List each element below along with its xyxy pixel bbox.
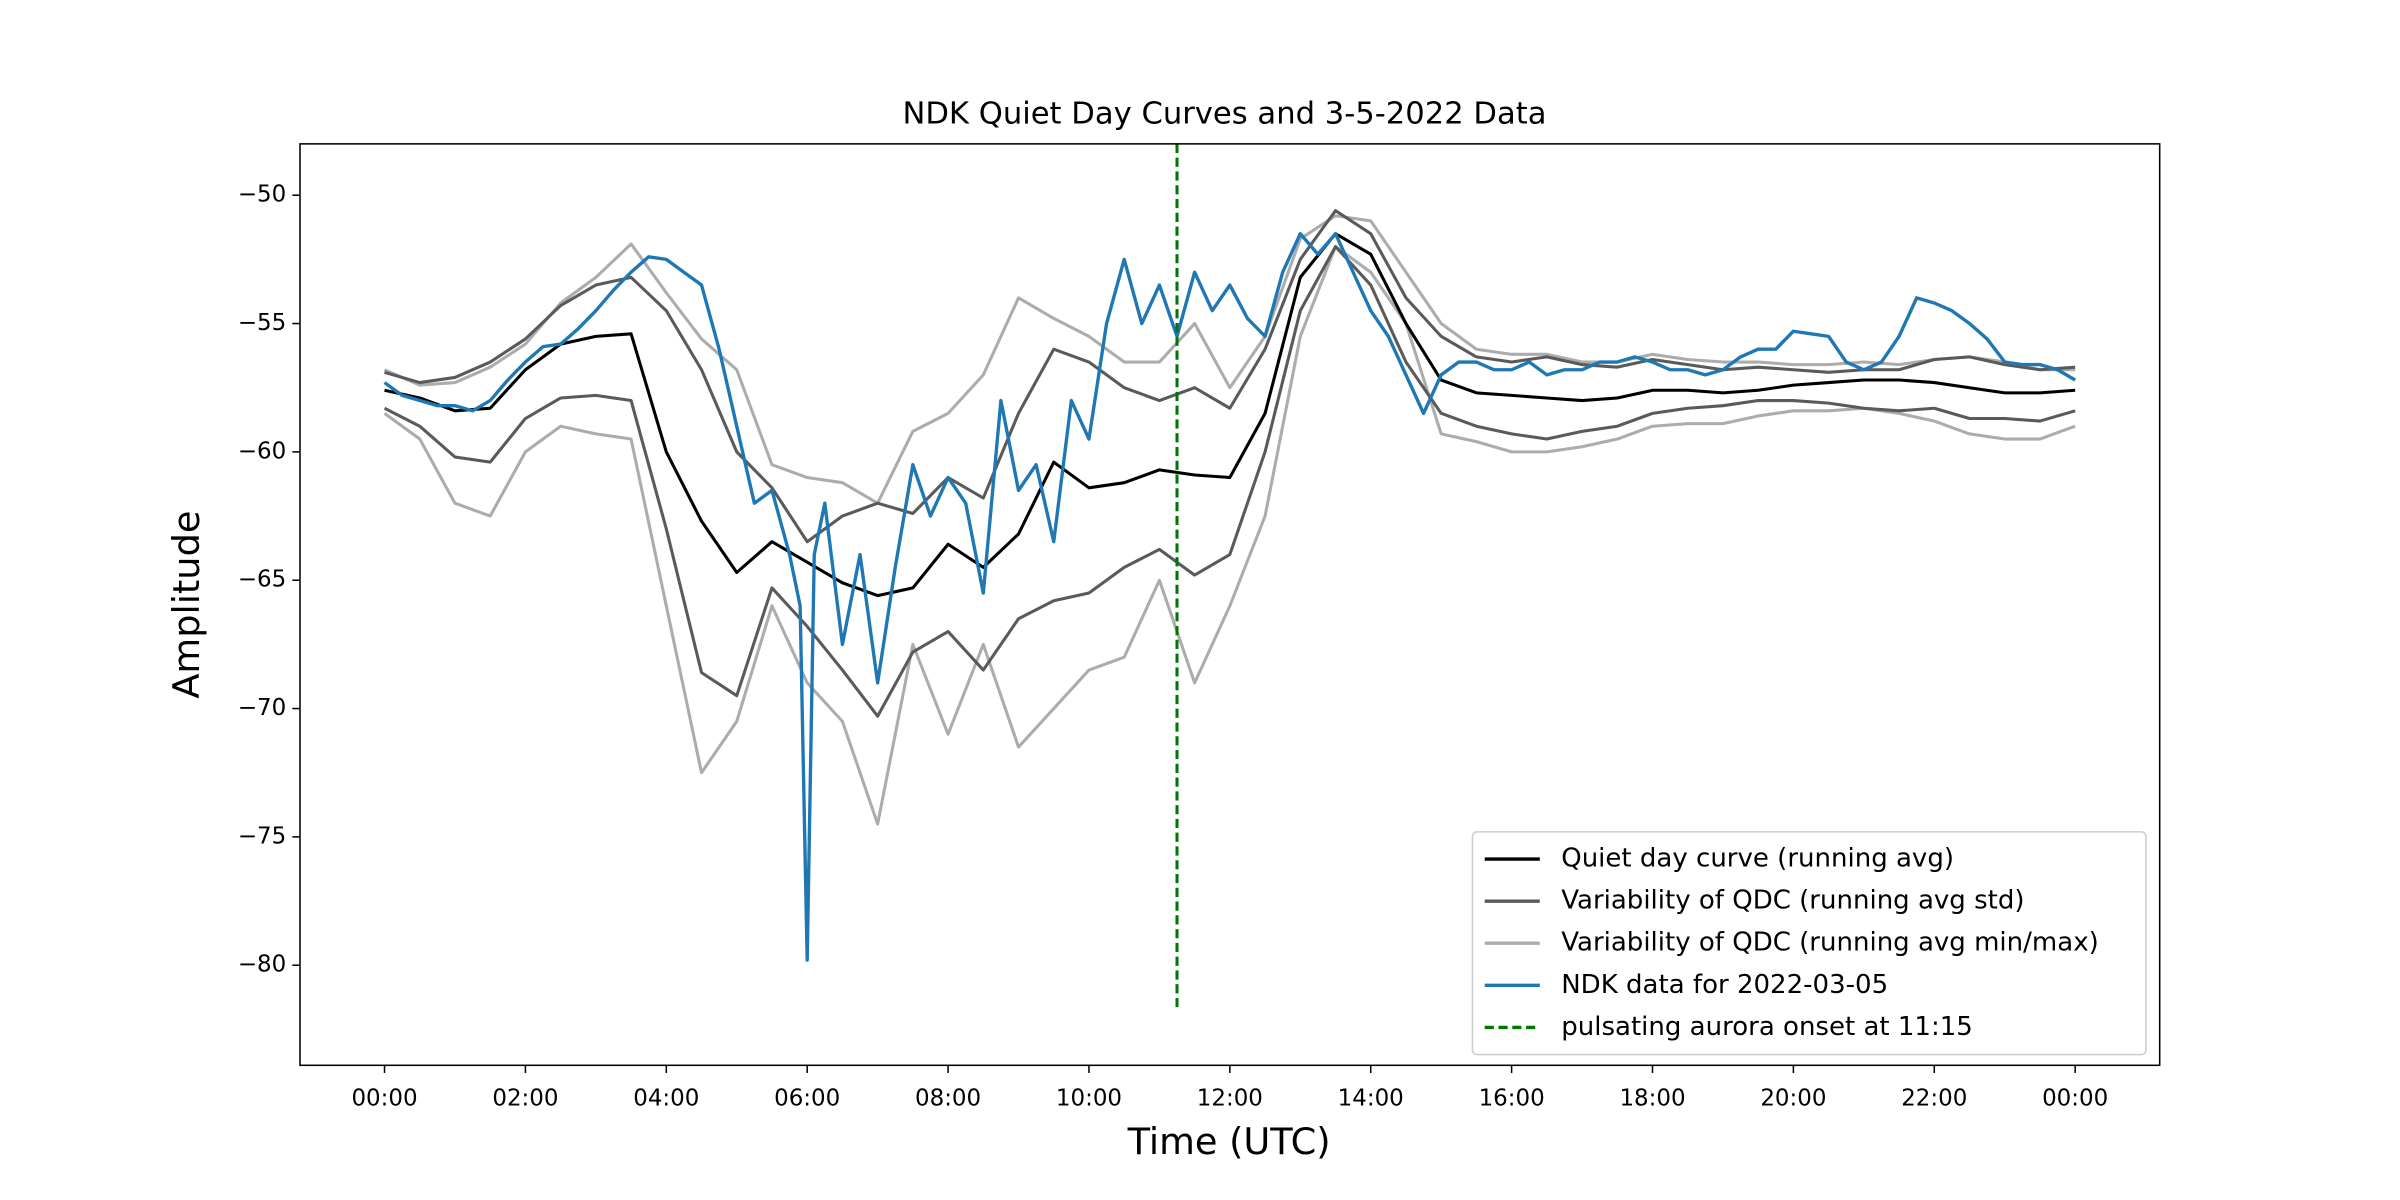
- legend-box: [1471, 831, 2147, 1056]
- legend-label: pulsating aurora onset at 11:15: [1561, 1012, 1973, 1042]
- y-tick-label: −75: [238, 823, 286, 849]
- y-axis-label: Amplitude: [165, 511, 208, 699]
- chart-title: NDK Quiet Day Curves and 3-5-2022 Data: [902, 96, 1546, 131]
- data-line: [383, 232, 2077, 962]
- upper-line: [383, 214, 2076, 505]
- legend-label: NDK data for 2022-03-05: [1561, 970, 1888, 1000]
- x-tick-label: 12:00: [1197, 1085, 1263, 1111]
- y-tick-label: −60: [238, 438, 286, 464]
- x-tick-label: 00:00: [351, 1085, 417, 1111]
- x-tick-label: 20:00: [1760, 1085, 1826, 1111]
- upper-line: [384, 209, 2076, 544]
- plot-frame: [299, 143, 2161, 1067]
- x-tick-label: 10:00: [1056, 1085, 1122, 1111]
- x-axis-label: Time (UTC): [1127, 1120, 1331, 1163]
- x-tick-label: 14:00: [1338, 1085, 1404, 1111]
- y-tick-label: −70: [238, 695, 286, 721]
- data-line: [384, 232, 2076, 598]
- y-tick-label: −50: [238, 182, 286, 208]
- legend-label: Quiet day curve (running avg): [1561, 844, 1954, 874]
- x-tick-label: 16:00: [1479, 1085, 1545, 1111]
- y-tick-label: −65: [238, 567, 286, 593]
- x-tick-label: 18:00: [1619, 1085, 1685, 1111]
- lower-line: [383, 245, 2076, 718]
- x-tick-label: 02:00: [492, 1085, 558, 1111]
- lower-line: [383, 245, 2076, 826]
- y-tick-label: −80: [238, 952, 286, 978]
- x-tick-label: 22:00: [1901, 1085, 1967, 1111]
- x-tick-label: 08:00: [915, 1085, 981, 1111]
- y-tick-label: −55: [238, 310, 286, 336]
- legend-label: Variability of QDC (running avg min/max): [1561, 928, 2099, 958]
- x-tick-label: 00:00: [2042, 1085, 2108, 1111]
- legend-label: Variability of QDC (running avg std): [1561, 886, 2024, 916]
- x-tick-label: 04:00: [633, 1085, 699, 1111]
- x-tick-label: 06:00: [774, 1085, 840, 1111]
